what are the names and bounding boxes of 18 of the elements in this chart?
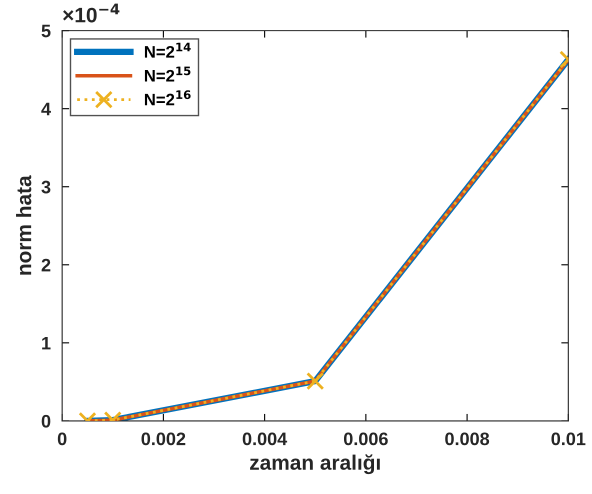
- y-tick-label: 2: [42, 258, 50, 272]
- y-tick-label: 5: [42, 24, 51, 38]
- x-tick-label: 0.008: [445, 432, 490, 446]
- y-tick-label: 1: [42, 336, 51, 350]
- y-tick-label: 4: [41, 102, 51, 116]
- legend-label: N=2$^{16}$: [144, 90, 191, 106]
- x-tick-label: 0.01: [551, 432, 586, 446]
- y-axis-title: norm hata: [16, 175, 32, 275]
- y-tick-label: 3: [41, 180, 50, 194]
- text: ×10$^{−4}$: [63, 4, 120, 22]
- x-tick-label: 0.006: [344, 432, 388, 446]
- legend-label: N=2$^{15}$: [144, 66, 190, 82]
- legend-label: N=2$^{14}$: [144, 42, 191, 58]
- x-tick-label: 0: [58, 432, 66, 446]
- x-tick-label: 0.004: [242, 432, 288, 446]
- y-tick-label: 0: [42, 414, 50, 428]
- x-axis-title: zaman aralığı: [250, 454, 380, 474]
- x-tick-label: 0.002: [142, 432, 186, 446]
